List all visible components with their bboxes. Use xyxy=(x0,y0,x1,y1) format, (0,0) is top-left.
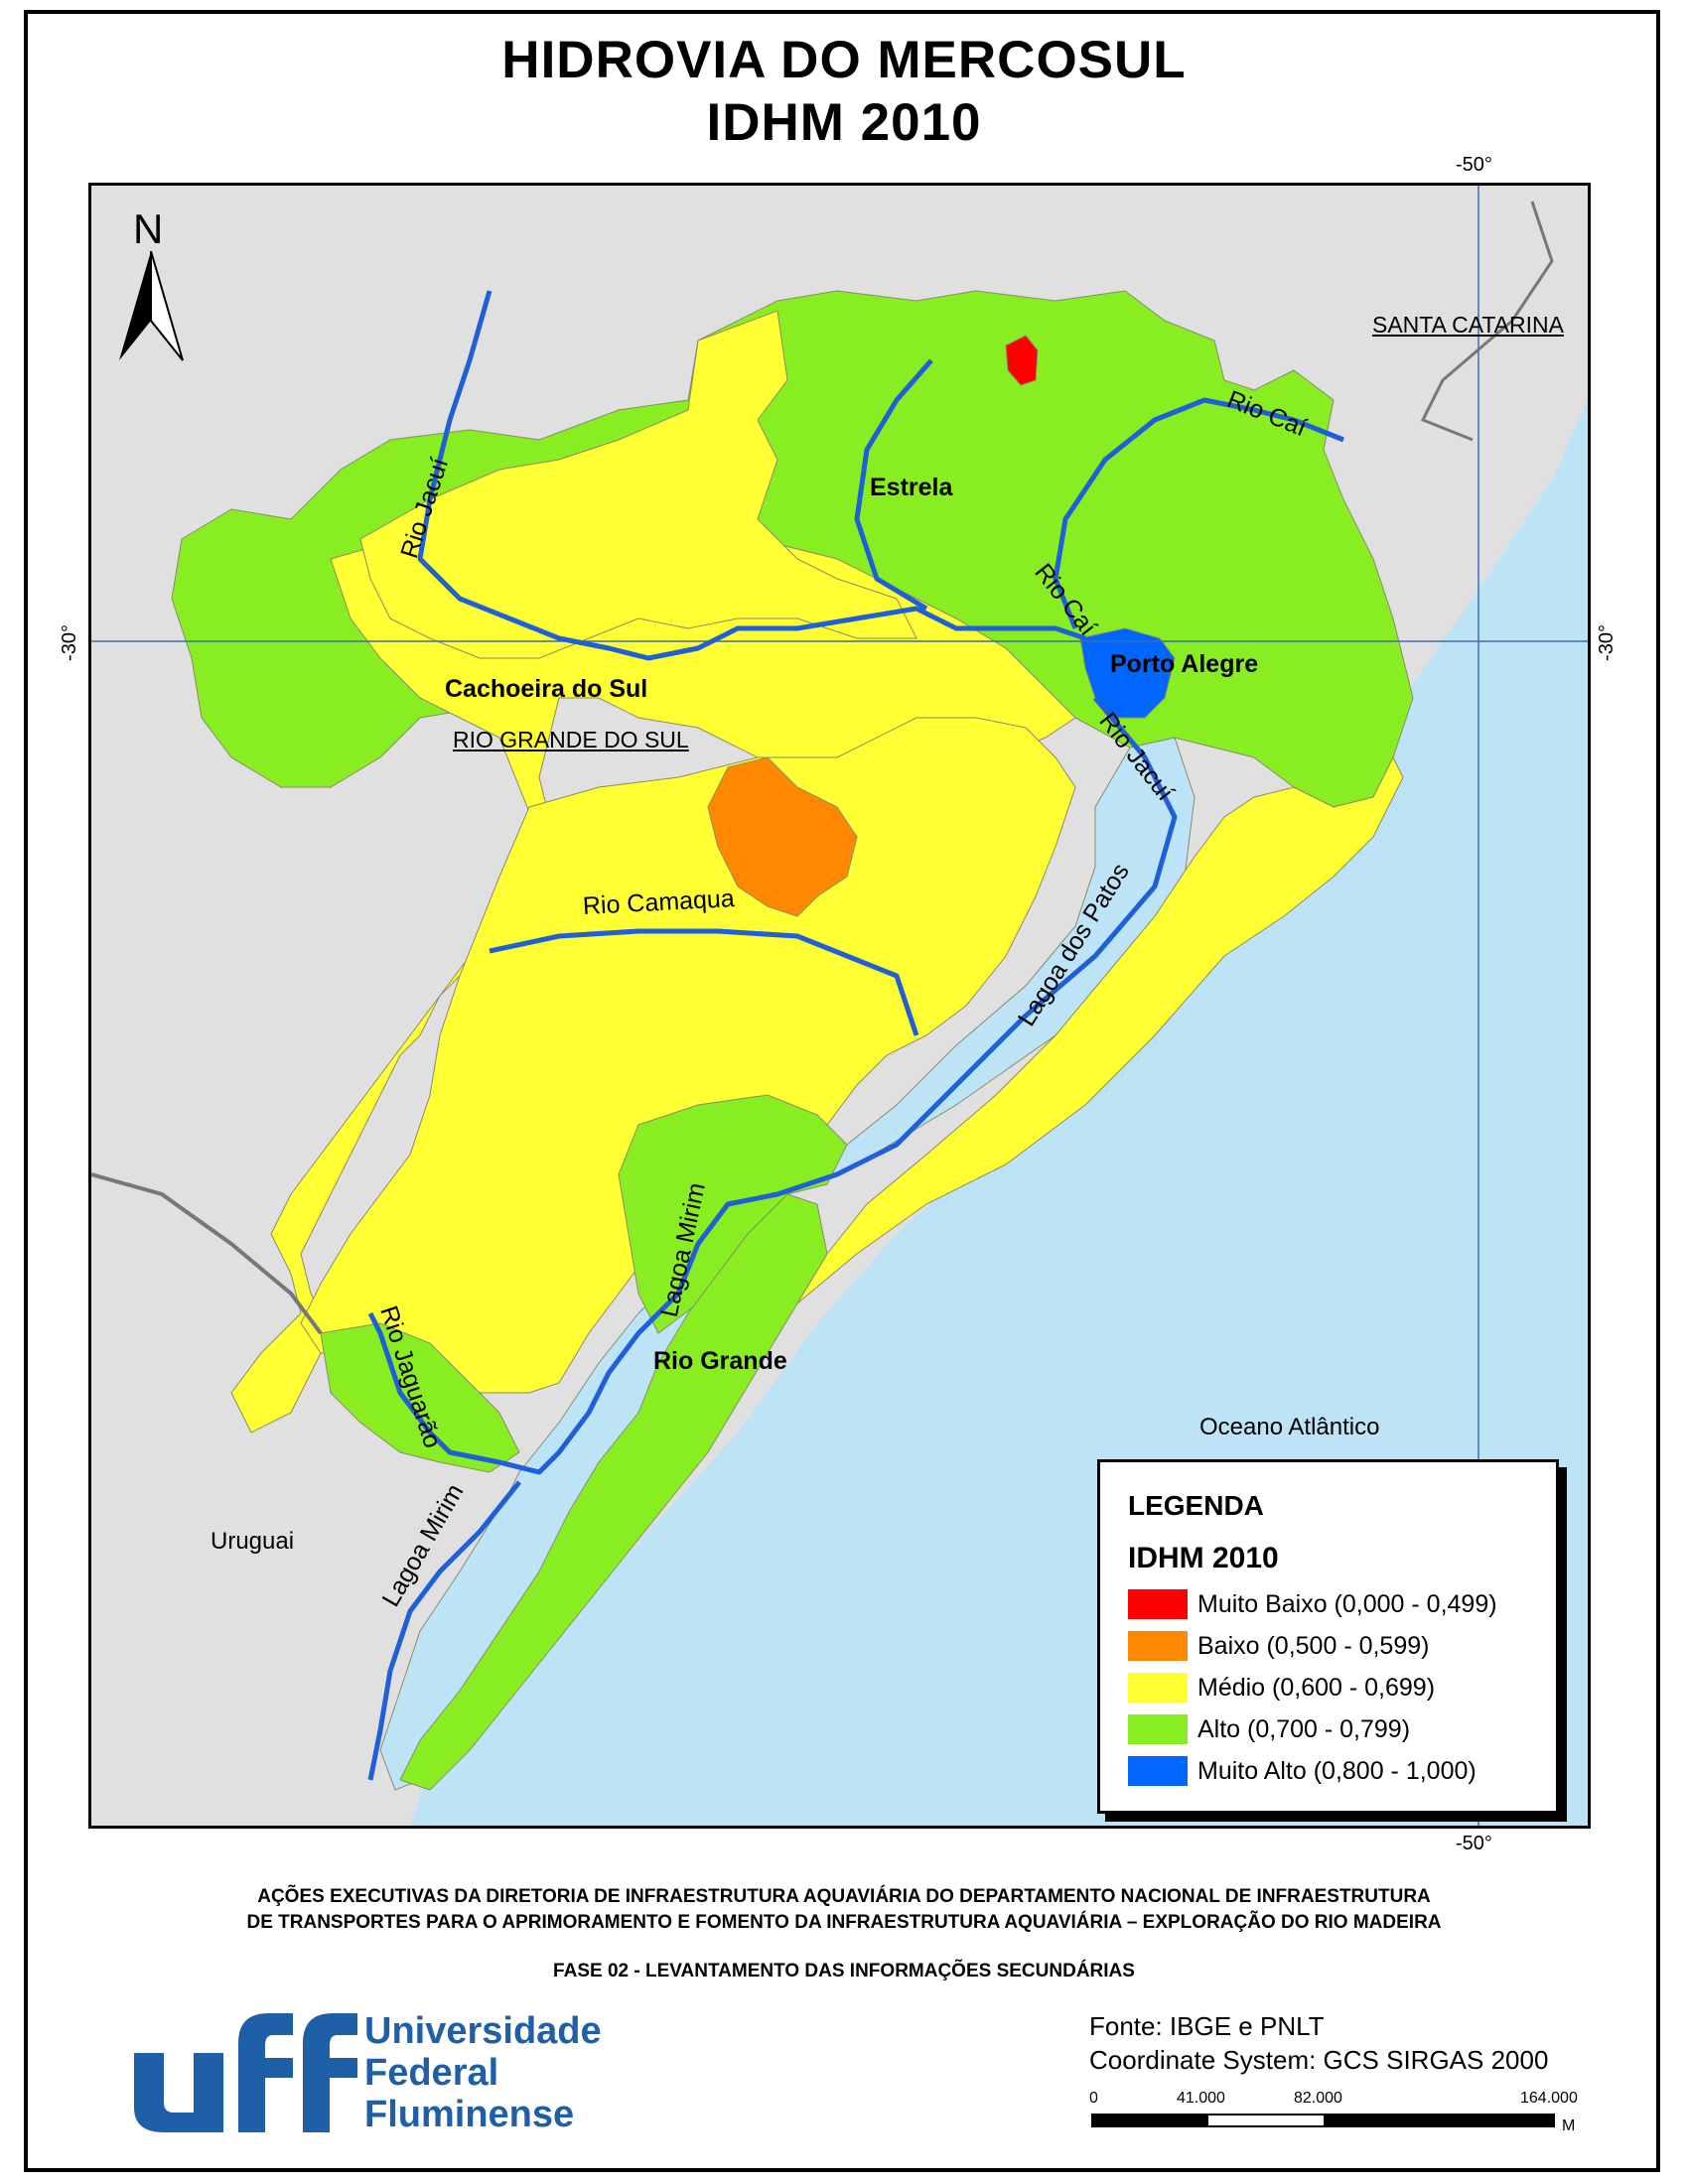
footer-line-3: FASE 02 - LEVANTAMENTO DAS INFORMAÇÕES S… xyxy=(553,1961,1135,1981)
label-santa-catarina: SANTA CATARINA xyxy=(1372,312,1564,338)
legend-swatch xyxy=(1128,1631,1188,1661)
legend-item-label: Muito Alto (0,800 - 1,000) xyxy=(1197,1756,1477,1785)
north-arrow: N xyxy=(111,205,191,364)
river-taquari xyxy=(854,358,933,612)
label-porto-alegre: Porto Alegre xyxy=(1110,650,1259,678)
source-text: Fonte: IBGE e PNLT xyxy=(1089,2011,1325,2041)
north-arrow-icon xyxy=(119,251,184,361)
river-mirim-south xyxy=(367,1480,521,1781)
legend-item: Muito Baixo (0,000 - 0,499) xyxy=(1128,1587,1497,1621)
legend-item: Médio (0,600 - 0,699) xyxy=(1128,1671,1435,1705)
map-subtitle: IDHM 2010 xyxy=(706,93,982,152)
region-muito-baixo xyxy=(1005,335,1039,386)
legend-swatch xyxy=(1128,1589,1188,1619)
sc-coast xyxy=(1420,201,1554,442)
label-estrela: Estrela xyxy=(870,474,953,501)
coord-right-lat: -30° xyxy=(1595,624,1618,661)
label-rio-grande-do-sul: RIO GRANDE DO SUL xyxy=(453,727,689,752)
legend: LEGENDA IDHM 2010 Muito Baixo (0,000 - 0… xyxy=(1097,1459,1559,1814)
coord-left-lat: -30° xyxy=(58,624,80,661)
crs-text: Coordinate System: GCS SIRGAS 2000 xyxy=(1089,2045,1549,2075)
region-medio-coast xyxy=(796,755,1404,1304)
legend-heading: LEGENDA xyxy=(1128,1490,1264,1521)
scale-tick-3: 164.000 xyxy=(1520,2090,1578,2107)
legend-swatch xyxy=(1128,1756,1188,1786)
river-jacui xyxy=(417,290,1086,661)
region-medio-center xyxy=(230,469,1076,1433)
label-rio-grande-city: Rio Grande xyxy=(653,1347,787,1375)
north-label: N xyxy=(133,205,164,252)
label-uruguai: Uruguai xyxy=(211,1528,295,1555)
coord-bottom-lon: -50° xyxy=(1456,1833,1492,1854)
logo-line-1: Universidade xyxy=(364,2010,602,2052)
legend-item-label: Médio (0,600 - 0,699) xyxy=(1197,1673,1436,1702)
uruguay-border xyxy=(91,1172,323,1335)
legend-item-label: Alto (0,700 - 0,799) xyxy=(1197,1714,1411,1743)
scale-bar: 0 41.000 82.000 164.000 M xyxy=(1089,2090,1596,2149)
river-cai xyxy=(1053,397,1344,629)
scale-tick-1: 41.000 xyxy=(1177,2090,1225,2107)
legend-swatch xyxy=(1128,1673,1188,1703)
legend-item: Muito Alto (0,800 - 1,000) xyxy=(1128,1754,1477,1788)
scale-tick-0: 0 xyxy=(1089,2090,1098,2107)
label-oceano: Oceano Atlântico xyxy=(1199,1414,1380,1440)
rivers-group xyxy=(367,290,1344,1781)
scale-unit: M xyxy=(1562,2117,1576,2134)
legend-item: Alto (0,700 - 0,799) xyxy=(1128,1712,1410,1746)
logo-line-2: Federal xyxy=(364,2052,499,2094)
uff-logo-icon xyxy=(134,2013,357,2132)
region-baixo xyxy=(707,756,858,917)
river-camaqua xyxy=(489,928,919,1036)
map-title: HIDROVIA DO MERCOSUL xyxy=(501,31,1187,89)
coord-top-lon: -50° xyxy=(1456,154,1492,176)
legend-item-label: Baixo (0,500 - 0,599) xyxy=(1197,1631,1430,1660)
legend-item-label: Muito Baixo (0,000 - 0,499) xyxy=(1197,1589,1497,1618)
footer-line-2: DE TRANSPORTES PARA O APRIMORAMENTO E FO… xyxy=(246,1912,1442,1933)
legend-subtitle: IDHM 2010 xyxy=(1128,1542,1279,1574)
river-patos-mirim xyxy=(367,696,1178,1475)
logo-text: Universidade Federal Fluminense xyxy=(364,2010,602,2135)
legend-swatch xyxy=(1128,1714,1188,1744)
legend-item: Baixo (0,500 - 0,599) xyxy=(1128,1629,1429,1663)
region-alto-rio-grande xyxy=(399,1193,828,1791)
scale-tick-2: 82.000 xyxy=(1294,2090,1342,2107)
scale-bar-graphic xyxy=(1091,2114,1555,2127)
label-cachoeira: Cachoeira do Sul xyxy=(445,675,648,703)
region-muito-alto xyxy=(1079,627,1176,719)
region-medio-north xyxy=(359,310,917,659)
footer-line-1: AÇÕES EXECUTIVAS DA DIRETORIA DE INFRAES… xyxy=(257,1886,1431,1907)
lagoon-water xyxy=(379,737,1196,1791)
outer-frame xyxy=(24,10,1660,2172)
logo-line-3: Fluminense xyxy=(364,2094,575,2135)
